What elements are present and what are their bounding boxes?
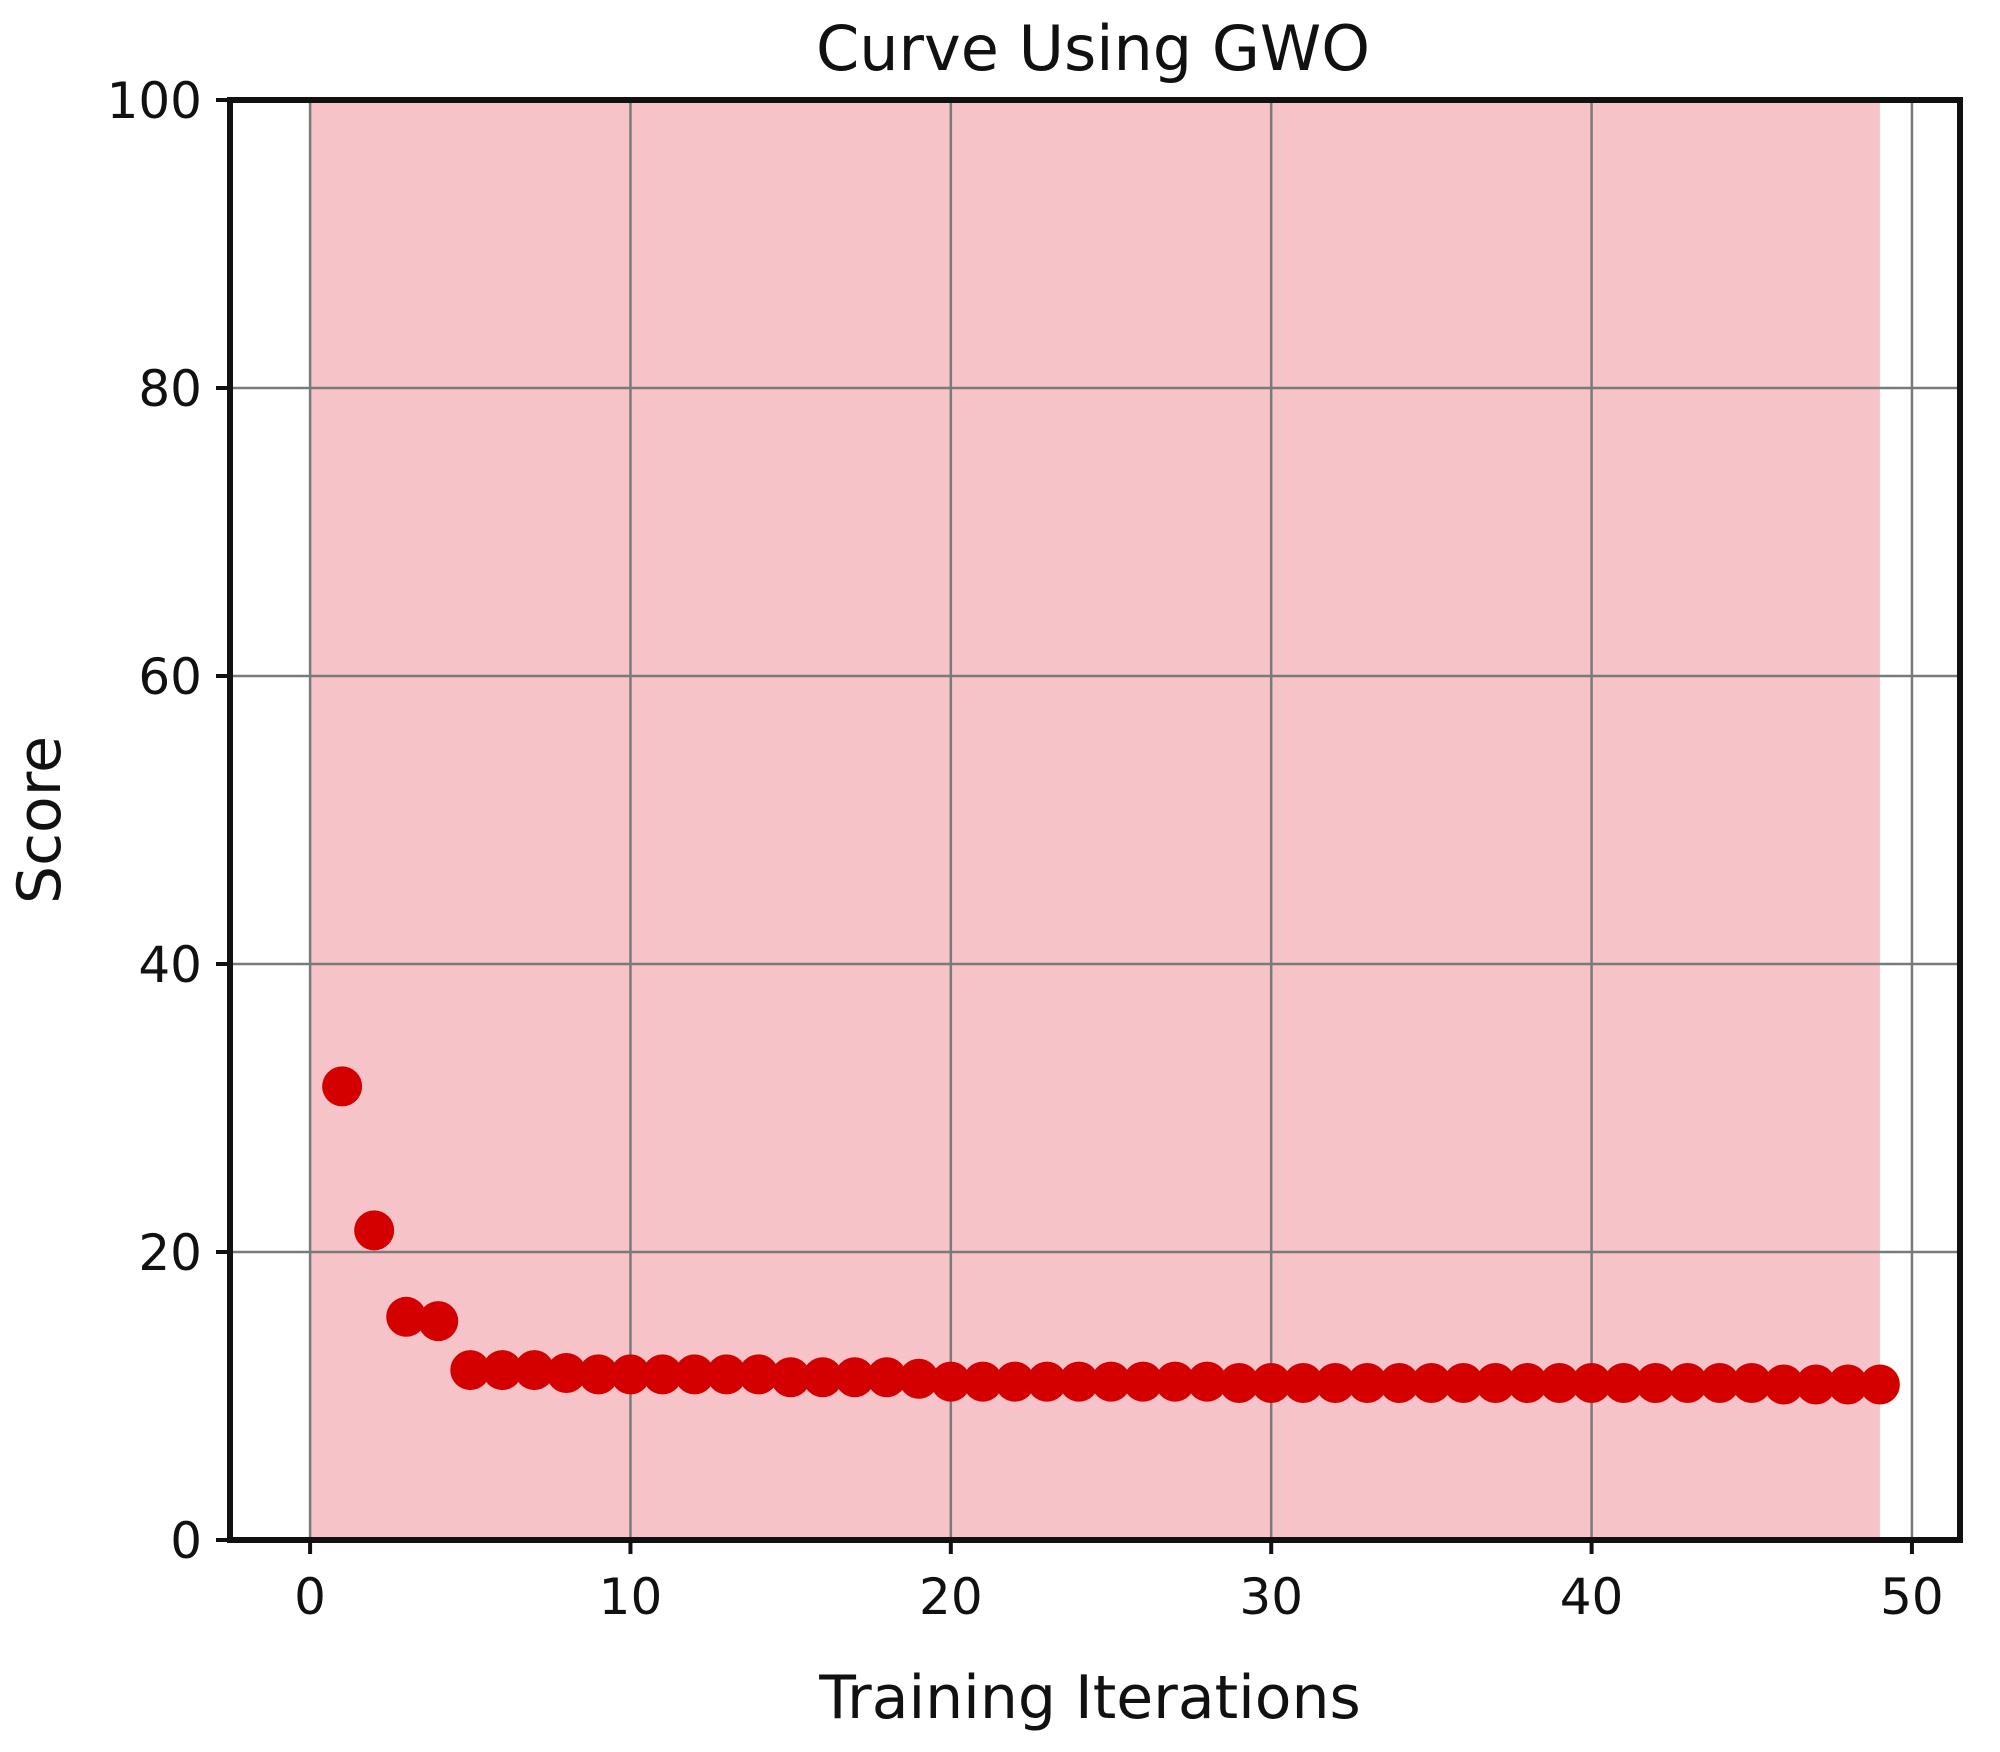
- data-point: [1091, 1361, 1132, 1402]
- data-point: [386, 1296, 427, 1337]
- plot-frame: [227, 97, 1963, 1543]
- data-point: [1283, 1363, 1324, 1404]
- data-point: [930, 1361, 971, 1402]
- data-point: [322, 1066, 363, 1107]
- data-point: [898, 1358, 939, 1399]
- data-point: [1859, 1364, 1900, 1405]
- data-point: [546, 1352, 587, 1393]
- data-point: [1379, 1363, 1420, 1404]
- y-tick-label: 80: [138, 360, 202, 418]
- data-point: [354, 1210, 395, 1251]
- data-point: [1635, 1363, 1676, 1404]
- data-point: [1795, 1364, 1836, 1405]
- data-point: [418, 1301, 459, 1342]
- data-point: [962, 1361, 1003, 1402]
- data-point: [1539, 1363, 1580, 1404]
- data-point: [1571, 1363, 1612, 1404]
- y-axis-label: Score: [5, 736, 75, 904]
- data-point: [610, 1354, 651, 1395]
- x-tick-label: 30: [1239, 1568, 1303, 1626]
- axis-ticks: 0 10 20 30 40 50 0 20 40 60 80 100: [107, 72, 1944, 1626]
- data-point: [834, 1357, 875, 1398]
- data-point: [1219, 1363, 1260, 1404]
- x-axis-label: Training Iterations: [818, 1663, 1361, 1733]
- data-point: [1763, 1364, 1804, 1405]
- data-point: [450, 1350, 491, 1391]
- data-point: [1507, 1363, 1548, 1404]
- x-tick-label: 0: [294, 1568, 326, 1626]
- x-tick-label: 40: [1560, 1568, 1624, 1626]
- grid-lines: [230, 100, 1960, 1540]
- data-point: [1026, 1361, 1067, 1402]
- x-tick-label: 10: [599, 1568, 663, 1626]
- data-point: [866, 1357, 907, 1398]
- data-point: [1827, 1364, 1868, 1405]
- y-tick-label: 100: [107, 72, 202, 130]
- data-point: [706, 1354, 747, 1395]
- data-point: [578, 1354, 619, 1395]
- data-point: [1155, 1361, 1196, 1402]
- data-point: [1347, 1363, 1388, 1404]
- y-tick-label: 40: [138, 936, 202, 994]
- y-tick-label: 0: [170, 1512, 202, 1570]
- data-point: [738, 1354, 779, 1395]
- data-point: [674, 1354, 715, 1395]
- chart-title: Curve Using GWO: [816, 12, 1370, 85]
- data-point: [1315, 1363, 1356, 1404]
- data-point: [482, 1350, 523, 1391]
- data-point: [802, 1357, 843, 1398]
- data-point: [1475, 1363, 1516, 1404]
- data-point: [1251, 1363, 1292, 1404]
- data-point: [1699, 1363, 1740, 1404]
- x-tick-label: 50: [1880, 1568, 1944, 1626]
- data-point: [514, 1350, 555, 1391]
- data-point: [642, 1354, 683, 1395]
- data-point: [770, 1357, 811, 1398]
- data-point: [1603, 1363, 1644, 1404]
- data-point: [1187, 1361, 1228, 1402]
- data-point: [1731, 1363, 1772, 1404]
- data-points: [322, 1066, 1900, 1405]
- shaded-region: [310, 100, 1880, 1540]
- data-point: [1443, 1363, 1484, 1404]
- data-point: [1058, 1361, 1099, 1402]
- data-point: [1123, 1361, 1164, 1402]
- data-point: [1667, 1363, 1708, 1404]
- y-tick-label: 20: [138, 1224, 202, 1282]
- x-tick-label: 20: [919, 1568, 983, 1626]
- data-point: [994, 1361, 1035, 1402]
- y-tick-label: 60: [138, 648, 202, 706]
- data-point: [1411, 1363, 1452, 1404]
